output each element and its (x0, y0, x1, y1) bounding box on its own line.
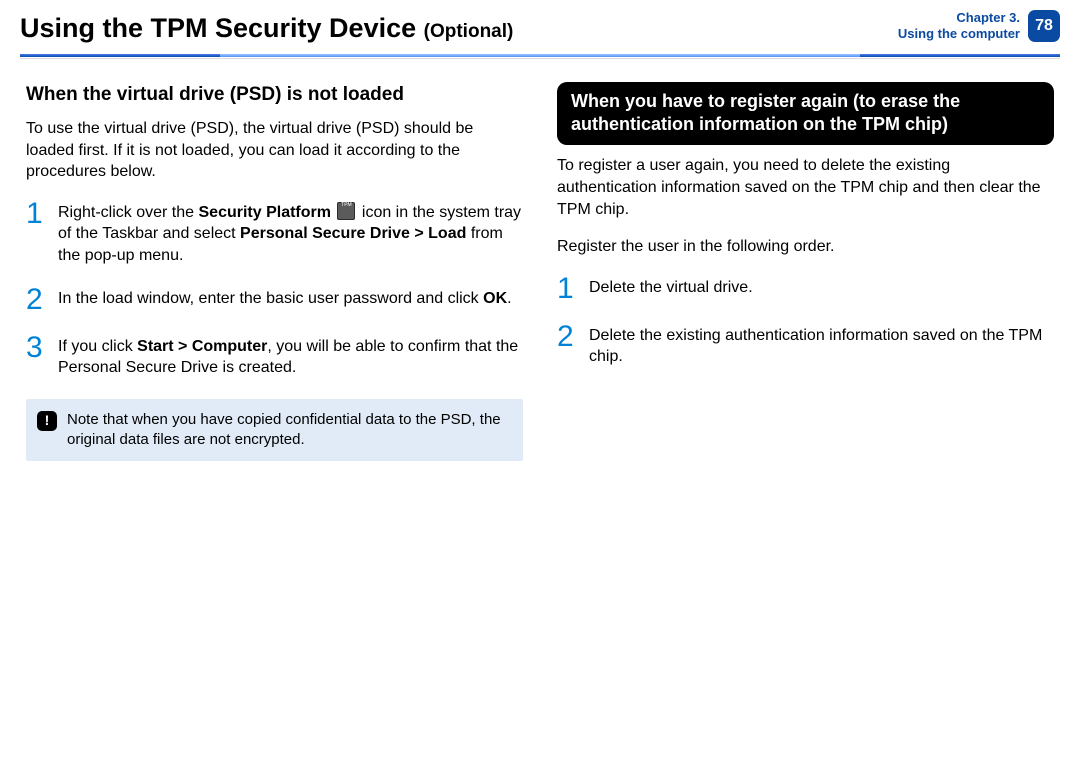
right-step-2: 2 Delete the existing authentication inf… (557, 322, 1054, 368)
step-body: Delete the virtual drive. (589, 274, 1054, 304)
text: If you click (58, 338, 137, 355)
step-number: 1 (26, 199, 48, 267)
right-intro: To register a user again, you need to de… (557, 155, 1054, 220)
note-text: Note that when you have copied confident… (67, 410, 510, 451)
bold-text: Start > Computer (137, 338, 267, 355)
step-number: 3 (26, 333, 48, 379)
left-step-2: 2 In the load window, enter the basic us… (26, 285, 523, 315)
note-box: ! Note that when you have copied confide… (26, 399, 523, 462)
bold-text: Personal Secure Drive > Load (240, 225, 466, 242)
alert-icon: ! (37, 411, 57, 431)
left-intro: To use the virtual drive (PSD), the virt… (26, 118, 523, 183)
text: . (507, 290, 511, 307)
page-number-badge: 78 (1028, 10, 1060, 42)
step-body: Right-click over the Security Platform i… (58, 199, 523, 267)
chapter-label: Chapter 3. Using the computer (898, 10, 1020, 43)
title-main: Using the TPM Security Device (20, 13, 416, 43)
left-column: When the virtual drive (PSD) is not load… (26, 82, 523, 461)
header-rule-wrap (0, 54, 1080, 58)
title-suffix: (Optional) (424, 21, 514, 42)
text: In the load window, enter the basic user… (58, 290, 483, 307)
content-columns: When the virtual drive (PSD) is not load… (0, 82, 1080, 461)
page-header: Using the TPM Security Device (Optional)… (0, 0, 1080, 48)
step-body: In the load window, enter the basic user… (58, 285, 523, 315)
header-right: Chapter 3. Using the computer 78 (898, 10, 1060, 43)
rule-cap-right (860, 54, 1060, 57)
left-steps: 1 Right-click over the Security Platform… (26, 199, 523, 379)
page-number: 78 (1035, 16, 1053, 36)
left-step-1: 1 Right-click over the Security Platform… (26, 199, 523, 267)
left-heading: When the virtual drive (PSD) is not load… (26, 82, 523, 108)
step-number: 2 (557, 322, 579, 368)
step-body: Delete the existing authentication infor… (589, 322, 1054, 368)
left-step-3: 3 If you click Start > Computer, you wil… (26, 333, 523, 379)
right-column: When you have to register again (to eras… (557, 82, 1054, 461)
step-number: 1 (557, 274, 579, 304)
step-body: If you click Start > Computer, you will … (58, 333, 523, 379)
right-heading: When you have to register again (to eras… (557, 82, 1054, 145)
header-rule (20, 54, 1060, 58)
page-title: Using the TPM Security Device (Optional) (20, 12, 513, 44)
chapter-line1: Chapter 3. (898, 10, 1020, 26)
bold-text: OK (483, 290, 507, 307)
right-steps: 1 Delete the virtual drive. 2 Delete the… (557, 274, 1054, 368)
text: Right-click over the (58, 204, 199, 221)
page-78: Using the TPM Security Device (Optional)… (0, 0, 1080, 766)
bold-text: Security Platform (199, 204, 331, 221)
right-order: Register the user in the following order… (557, 236, 1054, 258)
step-number: 2 (26, 285, 48, 315)
chapter-line2: Using the computer (898, 26, 1020, 42)
right-step-1: 1 Delete the virtual drive. (557, 274, 1054, 304)
rule-cap-left (20, 54, 220, 57)
tpm-tray-icon (337, 202, 355, 220)
